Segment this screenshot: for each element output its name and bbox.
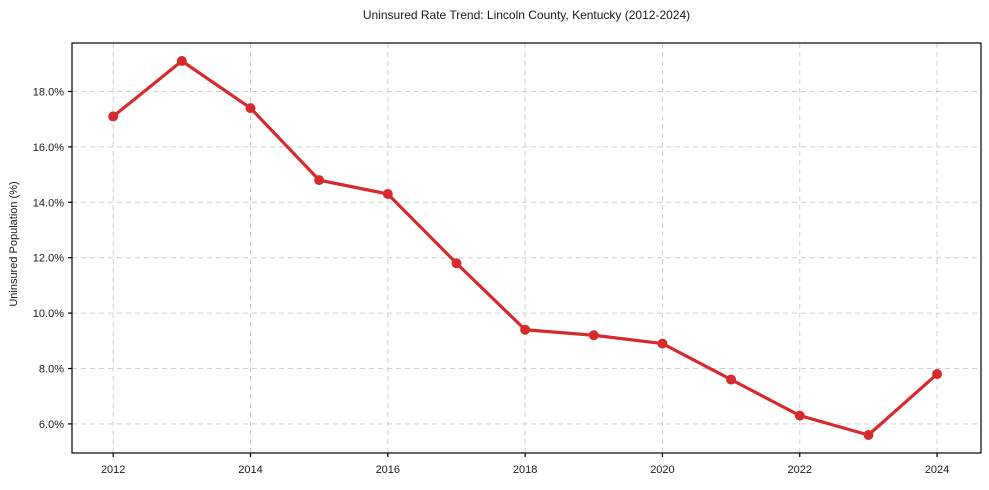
data-point-2021 (726, 374, 737, 385)
chart-title: Uninsured Rate Trend: Lincoln County, Ke… (362, 8, 691, 22)
data-point-2017 (451, 258, 462, 269)
data-point-2018 (520, 324, 531, 335)
data-point-2019 (588, 330, 599, 341)
data-point-2013 (176, 56, 187, 67)
data-point-2014 (245, 103, 256, 114)
y-tick-label: 6.0% (39, 419, 64, 431)
x-tick-label: 2022 (788, 464, 812, 476)
x-tick-label: 2016 (376, 464, 400, 476)
data-point-2024 (932, 369, 943, 380)
plot-frame (71, 42, 982, 454)
x-tick-label: 2012 (101, 464, 125, 476)
y-tick-label: 12.0% (33, 253, 64, 265)
x-tick-label: 2020 (650, 464, 674, 476)
x-tick-label: 2024 (925, 464, 949, 476)
data-point-2020 (657, 338, 668, 349)
y-tick-label: 8.0% (39, 364, 64, 376)
data-point-2016 (382, 188, 393, 199)
x-tick-label: 2014 (238, 464, 262, 476)
y-tick-label: 14.0% (33, 197, 64, 209)
data-point-2012 (108, 111, 119, 122)
y-axis-label: Uninsured Population (%) (8, 181, 20, 307)
y-tick-label: 16.0% (33, 142, 64, 154)
x-tick-label: 2018 (513, 464, 537, 476)
data-point-2022 (794, 410, 805, 421)
data-point-2015 (314, 175, 325, 186)
y-tick-label: 10.0% (33, 308, 64, 320)
data-point-2023 (863, 429, 874, 440)
y-tick-label: 18.0% (33, 86, 64, 98)
